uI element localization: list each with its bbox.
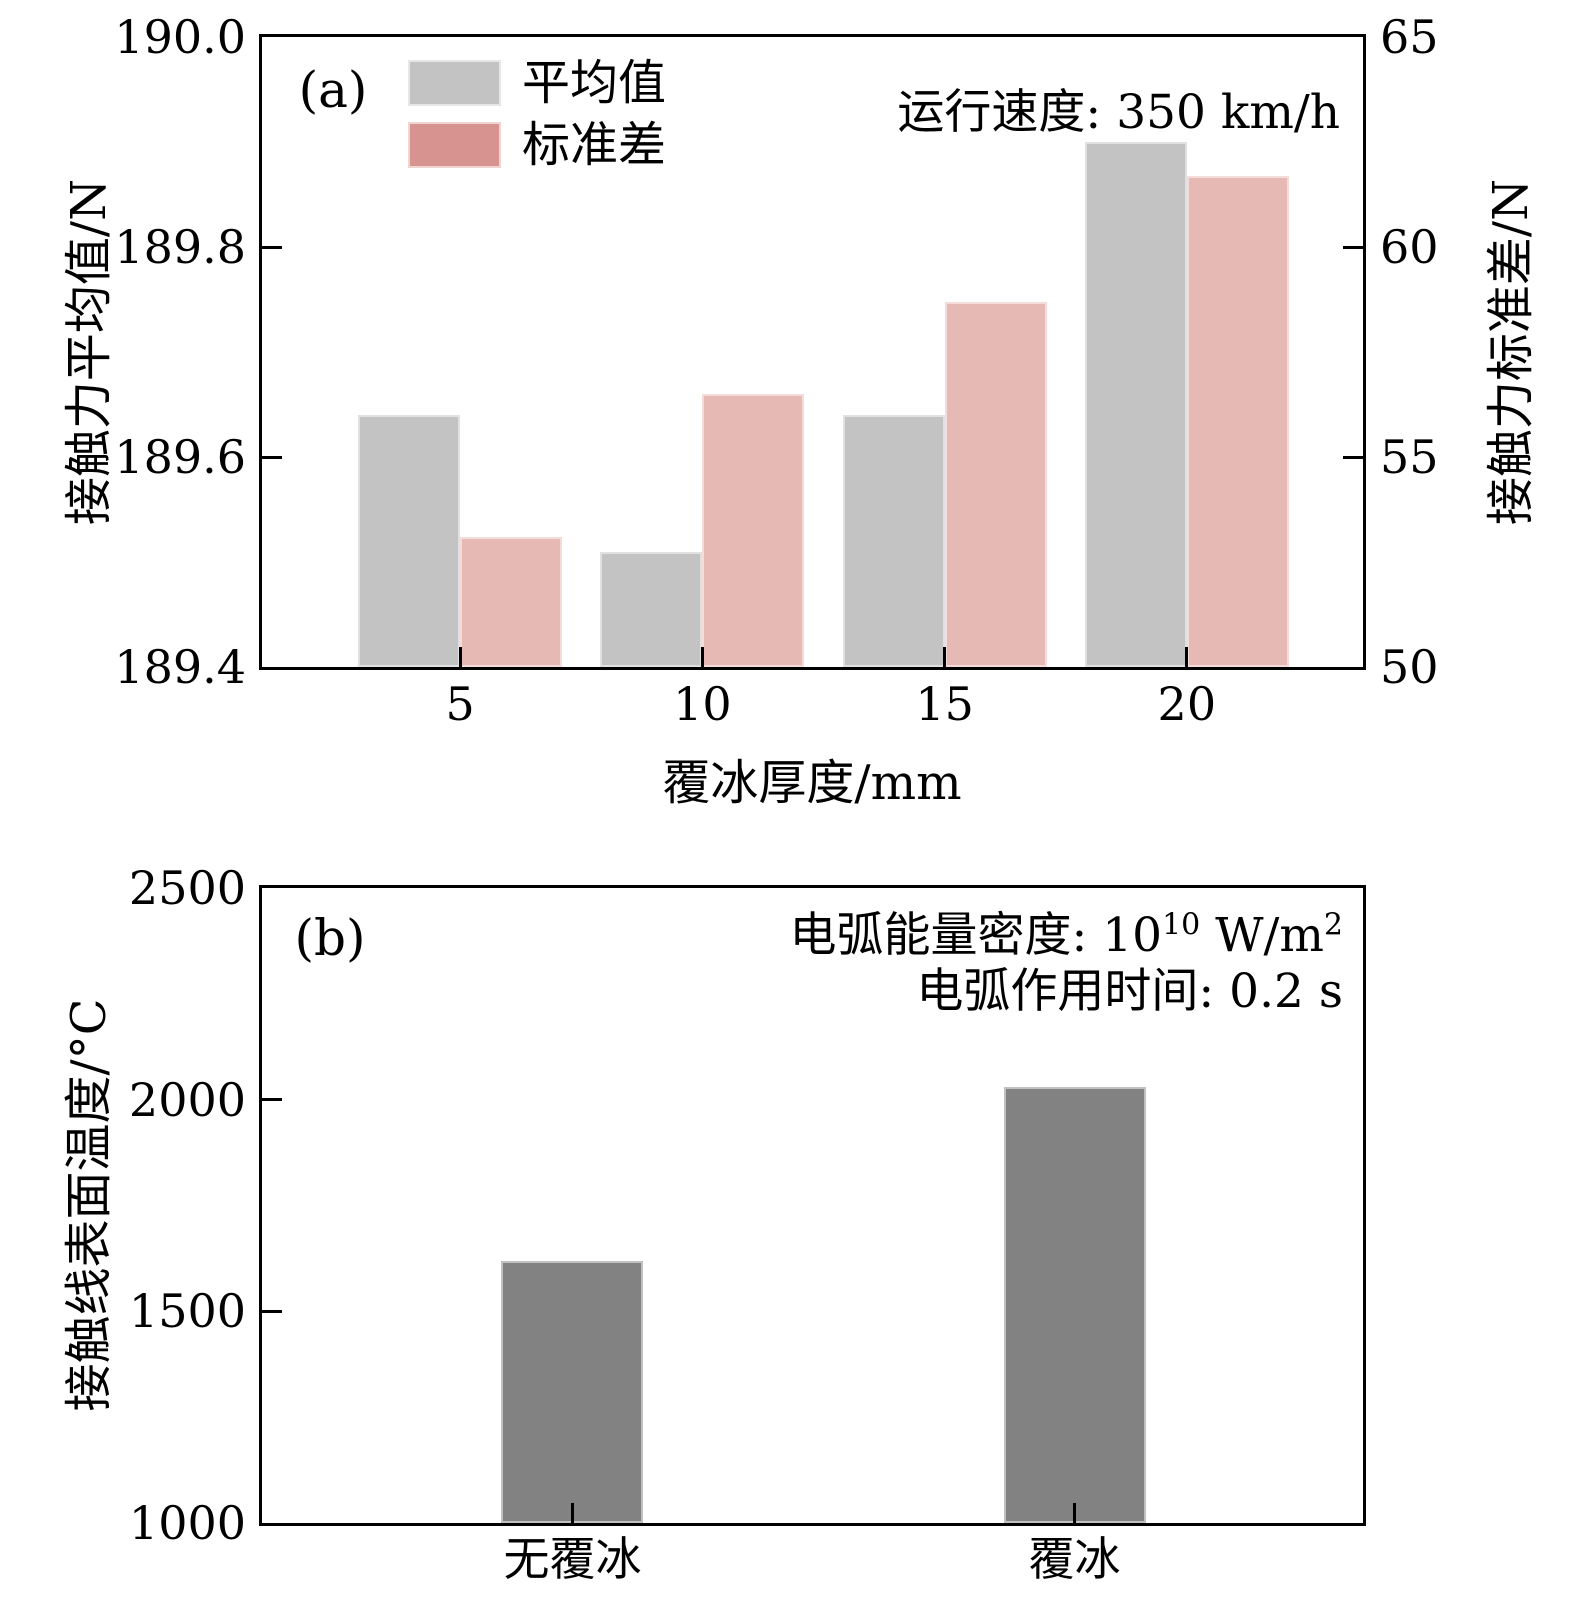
panel-a-label: (a) — [298, 61, 368, 119]
annotation-arc-energy-text: 电弧能量密度: 10 — [789, 908, 1163, 963]
bar-temp-no-ice — [501, 1260, 644, 1523]
panel-b-left-y-tick-2000 — [262, 1098, 282, 1102]
panel-a-x-tick-label-10mm: 10 — [673, 677, 732, 731]
bar-std-5mm — [460, 536, 563, 667]
bar-std-10mm — [702, 394, 805, 667]
panel-a-left-y-tick-189.8 — [262, 245, 282, 249]
panel-a-left-tick-label-189.8: 189.8 — [114, 220, 246, 274]
panel-b-x-tick-label-ice: 覆冰 — [1028, 1532, 1121, 1586]
panel-a-annotation: 运行速度: 350 km/h — [897, 85, 1340, 140]
bar-mean-5mm — [358, 415, 461, 667]
panel-a-x-tick-20mm — [1185, 647, 1189, 667]
panel-a-x-tick-15mm — [943, 647, 947, 667]
panel-a-x-tick-10mm — [700, 647, 704, 667]
bar-std-20mm — [1186, 175, 1289, 667]
legend-label-std: 标准差 — [522, 117, 667, 173]
legend-swatch-mean — [408, 60, 501, 106]
bar-std-15mm — [944, 301, 1047, 667]
panel-b-left-tick-label-2000: 2000 — [128, 1072, 246, 1127]
panel-a-x-tick-5mm — [458, 647, 462, 667]
panel-b-left-axis-title: 接触线表面温度/°C — [61, 998, 117, 1412]
panel-a-plot-area — [259, 34, 1366, 670]
panel-a-x-tick-label-15mm: 15 — [915, 677, 974, 731]
panel-a-left-y-tick-189.6 — [262, 455, 282, 459]
annotation-unit-exponent: 2 — [1323, 907, 1343, 943]
annotation-unit-text: W/m — [1200, 908, 1324, 963]
panel-a-x-axis-title: 覆冰厚度/mm — [662, 755, 962, 811]
bar-mean-10mm — [600, 551, 703, 667]
legend-swatch-std — [408, 122, 501, 168]
panel-a-right-tick-label-55: 55 — [1380, 430, 1439, 484]
panel-a-right-tick-label-60: 60 — [1380, 220, 1439, 274]
panel-a-right-tick-label-65: 65 — [1380, 10, 1439, 64]
panel-a-left-tick-label-190.0: 190.0 — [114, 10, 246, 64]
bar-temp-ice — [1003, 1086, 1146, 1523]
annotation-exponent: 10 — [1162, 907, 1201, 943]
panel-a-left-tick-label-189.6: 189.6 — [114, 430, 246, 484]
legend-label-mean: 平均值 — [522, 55, 667, 111]
panel-a-right-tick-label-50: 50 — [1380, 640, 1439, 694]
panel-a-right-y-tick-55 — [1343, 455, 1363, 459]
panel-b-annotation: 电弧能量密度: 1010 W/m2 电弧作用时间: 0.2 s — [789, 908, 1343, 1020]
panel-b-annotation-line2: 电弧作用时间: 0.2 s — [916, 964, 1343, 1019]
bar-mean-20mm — [1084, 142, 1187, 667]
panel-b-plot-area — [259, 885, 1366, 1526]
panel-b-label: (b) — [294, 909, 366, 967]
panel-a-left-tick-label-189.4: 189.4 — [114, 640, 246, 694]
panel-b-x-tick-no-ice — [570, 1503, 574, 1523]
panel-b-x-tick-label-no-ice: 无覆冰 — [503, 1532, 642, 1586]
panel-b-x-tick-ice — [1073, 1503, 1077, 1523]
panel-a-right-y-tick-60 — [1343, 245, 1363, 249]
panel-b-left-y-tick-1500 — [262, 1309, 282, 1313]
panel-a-x-tick-label-5mm: 5 — [445, 677, 475, 731]
panel-b-left-tick-label-1500: 1500 — [128, 1284, 246, 1339]
panel-b-left-tick-label-2500: 2500 — [128, 861, 246, 915]
bar-mean-15mm — [842, 415, 945, 667]
panel-b-left-tick-label-1000: 1000 — [128, 1496, 246, 1550]
panel-a-x-tick-label-20mm: 20 — [1157, 677, 1217, 731]
panel-b-annotation-line1: 电弧能量密度: 1010 W/m2 — [789, 908, 1343, 964]
